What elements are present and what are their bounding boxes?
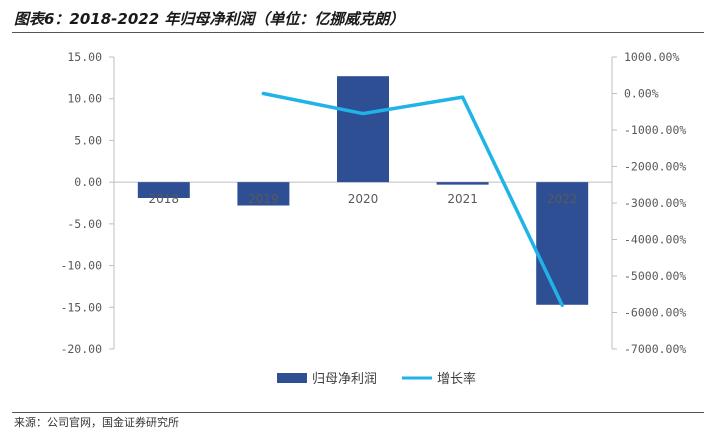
footer-divider [12, 412, 704, 413]
category-label-2019: 2019 [248, 192, 279, 206]
right-tick-label: -7000.00% [624, 342, 686, 356]
left-tick-label: 0.00 [74, 175, 102, 189]
growth-rate-point [560, 303, 564, 307]
left-tick-label: -15.00 [60, 300, 102, 314]
bar-2022 [536, 182, 589, 305]
right-tick-label: 1000.00% [624, 50, 679, 64]
category-label-2022: 2022 [547, 192, 578, 206]
title-divider [12, 32, 704, 33]
growth-rate-line [261, 91, 564, 307]
category-label-2018: 2018 [149, 192, 180, 206]
right-tick-label: -6000.00% [624, 306, 686, 320]
bar-2018 [137, 182, 190, 198]
right-axis: 1000.00% 0.00% -1000.00% -2000.00% -3000.00%… [611, 50, 686, 356]
category-labels: 2018 2019 2020 2021 2022 [149, 192, 578, 206]
bar-2019 [237, 182, 290, 206]
line-series [261, 91, 564, 307]
legend-line-label: 增长率 [437, 371, 476, 387]
legend-bar-swatch [277, 373, 307, 383]
left-tick-label: -5.00 [67, 217, 102, 231]
bar-2020 [337, 76, 389, 183]
right-tick-label: -4000.00% [624, 233, 686, 247]
left-axis: 15.00 10.00 5.00 0.00 -5.00 -10.00 -15.00 -20.0… [60, 50, 612, 356]
legend: 归母净利润 增长率 [277, 371, 476, 387]
left-tick-label: 15.00 [67, 50, 102, 64]
legend-bar-label: 归母净利润 [312, 372, 377, 387]
left-tick-label: 5.00 [74, 133, 102, 147]
growth-rate-point [361, 112, 365, 116]
right-tick-label: -5000.00% [624, 269, 686, 283]
bar-series [137, 76, 589, 305]
growth-rate-point [461, 95, 465, 99]
left-tick-label: 10.00 [67, 92, 102, 106]
right-tick-label: -2000.00% [624, 160, 686, 174]
category-label-2020: 2020 [348, 192, 379, 206]
bar-2021 [436, 182, 489, 185]
left-tick-label: -10.00 [60, 259, 102, 273]
right-tick-label: -3000.00% [624, 196, 686, 210]
growth-rate-point [261, 92, 265, 95]
right-tick-label: -1000.00% [624, 123, 686, 137]
left-tick-label: -20.00 [60, 342, 102, 356]
page-title: 图表6：2018-2022 年归母净利润（单位：亿挪威克朗） [14, 10, 405, 28]
right-tick-label: 0.00% [624, 87, 659, 101]
category-label-2021: 2021 [447, 192, 478, 206]
source-note: 来源：公司官网，国金证券研究所 [14, 416, 179, 429]
